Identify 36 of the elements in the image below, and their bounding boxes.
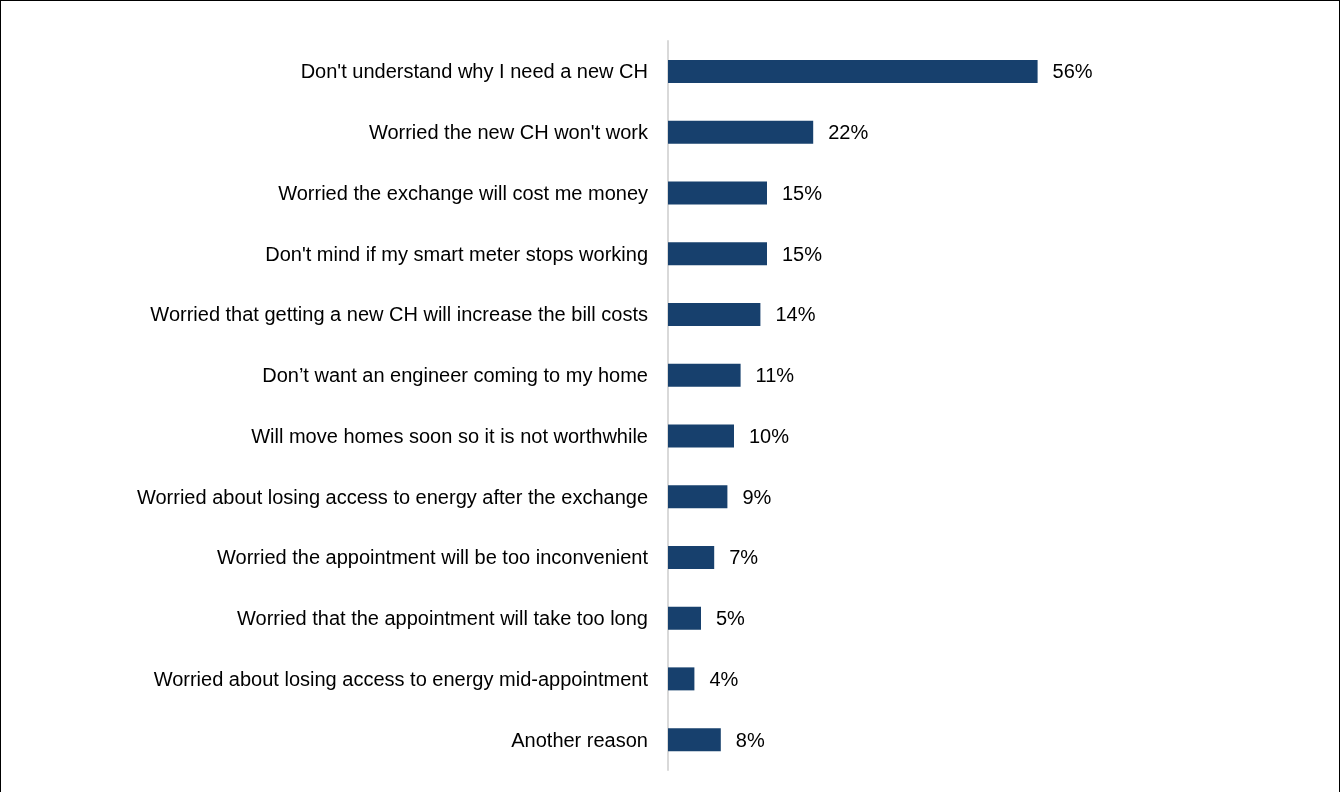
y-tick-label: Worried about losing access to energy mid-appointment: [153, 667, 649, 690]
bar: [668, 59, 1038, 83]
y-tick-label: Don't mind if my smart meter stops working: [265, 242, 648, 265]
data-label: 7%: [729, 546, 759, 569]
y-tick-label: Don’t want an engineer coming to my home: [262, 364, 648, 387]
bar: [668, 242, 767, 266]
y-tick-label: Worried the appointment will be too inconvenient: [217, 546, 649, 569]
data-label: 22%: [828, 121, 869, 144]
y-tick-label: Worried the exchange will cost me money: [278, 181, 648, 204]
bar: [668, 302, 761, 326]
bar: [668, 545, 715, 569]
bar: [668, 120, 814, 144]
bar: [668, 667, 695, 691]
bar: [668, 424, 734, 448]
bar: [668, 181, 767, 205]
data-label: 5%: [716, 607, 746, 630]
data-label: 4%: [709, 667, 739, 690]
bar: [668, 485, 728, 509]
data-label: 56%: [1052, 60, 1093, 83]
y-tick-label: Worried the new CH won't work: [368, 121, 649, 144]
y-tick-label: Another reason: [511, 728, 648, 751]
y-tick-label: Don't understand why I need a new CH: [300, 60, 648, 83]
data-label: 8%: [735, 728, 765, 751]
y-tick-label: Will move homes soon so it is not worthwhile: [251, 424, 648, 447]
bar: [668, 363, 741, 387]
data-label: 9%: [742, 485, 772, 508]
data-label: 14%: [775, 303, 816, 326]
data-label: 10%: [749, 424, 790, 447]
y-tick-label: Worried that getting a new CH will increase the bill costs: [150, 303, 648, 326]
bar: [668, 728, 721, 752]
data-label: 11%: [755, 364, 795, 387]
data-label: 15%: [782, 181, 823, 204]
data-label: 15%: [782, 242, 823, 265]
y-tick-label: Worried that the appointment will take too long: [237, 607, 648, 630]
bar: [668, 606, 701, 630]
y-tick-label: Worried about losing access to energy after the exchange: [136, 485, 648, 508]
